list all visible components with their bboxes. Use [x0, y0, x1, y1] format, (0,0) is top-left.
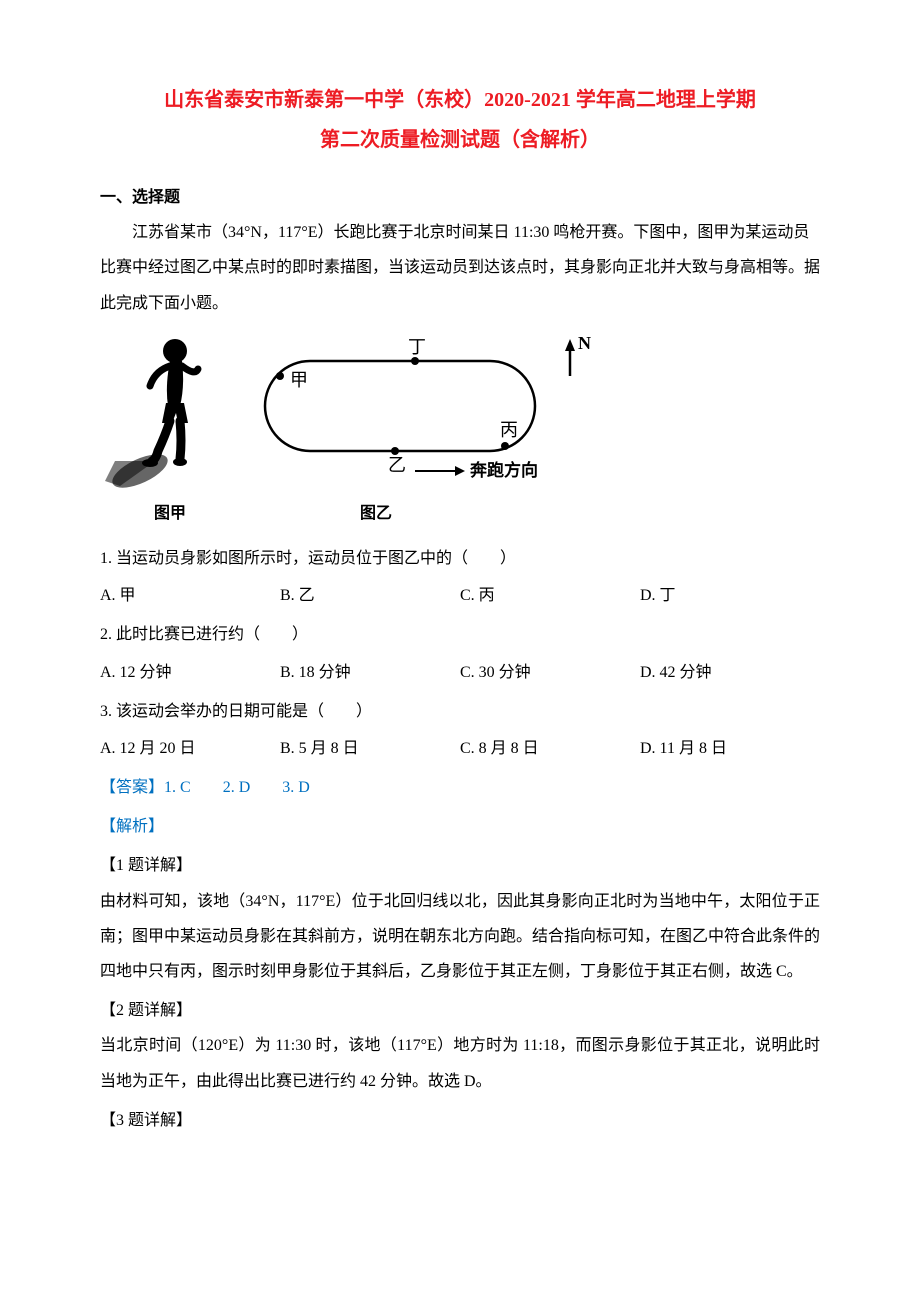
direction-label: 奔跑方向 [469, 460, 538, 480]
point-jia-label: 甲 [290, 370, 308, 390]
q3-opt-a: A. 12 月 20 日 [100, 731, 280, 766]
q2-stem: 2. 此时比赛已进行约（ ） [100, 617, 820, 652]
q2-opt-b: B. 18 分钟 [280, 655, 460, 690]
detail1-text: 由材料可知，该地（34°N，117°E）位于北回归线以北，因此其身影向正北时为当… [100, 884, 820, 990]
figure-label-right: 图乙 [360, 496, 600, 531]
q1-opt-d: D. 丁 [640, 578, 820, 613]
detail1-header: 【1 题详解】 [100, 848, 820, 883]
q1-stem: 1. 当运动员身影如图所示时，运动员位于图乙中的（ ） [100, 541, 820, 576]
detail3-header: 【3 题详解】 [100, 1103, 820, 1138]
q2-opt-d: D. 42 分钟 [640, 655, 820, 690]
point-yi-label: 乙 [388, 455, 406, 475]
analysis-header: 【解析】 [100, 809, 820, 844]
point-bing-label: 丙 [500, 420, 518, 440]
q2-opt-a: A. 12 分钟 [100, 655, 280, 690]
point-ding-label: 丁 [408, 337, 426, 357]
q1-opt-b: B. 乙 [280, 578, 460, 613]
q1-options: A. 甲 B. 乙 C. 丙 D. 丁 [100, 578, 820, 613]
figure-label-left: 图甲 [100, 496, 240, 531]
q2-opt-c: C. 30 分钟 [460, 655, 640, 690]
title-line-1: 山东省泰安市新泰第一中学（东校）2020-2021 学年高二地理上学期 [100, 80, 820, 120]
detail2-header: 【2 题详解】 [100, 993, 820, 1028]
detail2-text: 当北京时间（120°E）为 11:30 时，该地（117°E）地方时为 11:1… [100, 1028, 820, 1098]
runner-figure-icon [100, 331, 240, 491]
figure-container: 图甲 N 甲 丁 乙 丙 奔跑方向 图乙 [100, 331, 820, 531]
q3-stem: 3. 该运动会举办的日期可能是（ ） [100, 694, 820, 729]
q1-opt-a: A. 甲 [100, 578, 280, 613]
section-header: 一、选择题 [100, 180, 820, 215]
q3-options: A. 12 月 20 日 B. 5 月 8 日 C. 8 月 8 日 D. 11… [100, 731, 820, 766]
track-diagram-icon: N 甲 丁 乙 丙 奔跑方向 [240, 331, 600, 491]
north-label: N [578, 333, 591, 353]
q3-opt-b: B. 5 月 8 日 [280, 731, 460, 766]
intro-text: 江苏省某市（34°N，117°E）长跑比赛于北京时间某日 11:30 鸣枪开赛。… [100, 215, 820, 321]
q3-opt-d: D. 11 月 8 日 [640, 731, 820, 766]
q3-opt-c: C. 8 月 8 日 [460, 731, 640, 766]
q1-opt-c: C. 丙 [460, 578, 640, 613]
q2-options: A. 12 分钟 B. 18 分钟 C. 30 分钟 D. 42 分钟 [100, 655, 820, 690]
answer-line: 【答案】1. C 2. D 3. D [100, 770, 820, 805]
title-line-2: 第二次质量检测试题（含解析） [100, 120, 820, 160]
